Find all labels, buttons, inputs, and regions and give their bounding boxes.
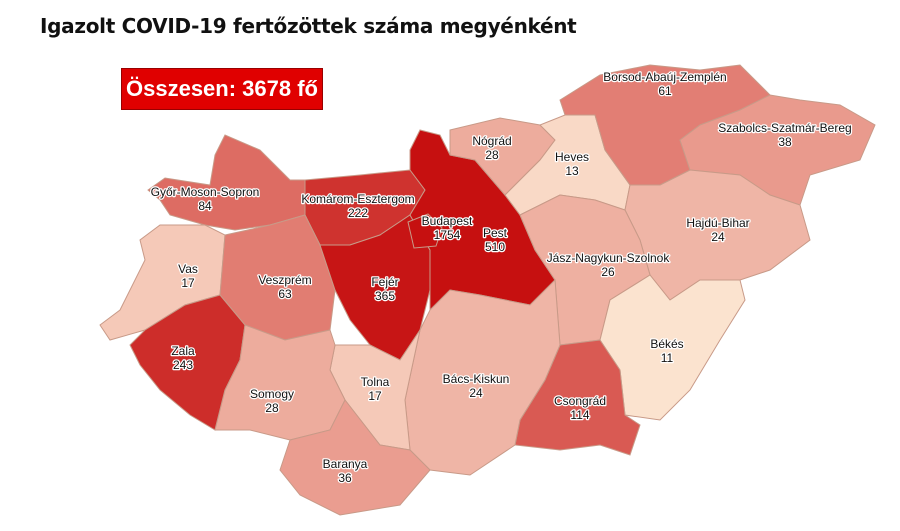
label-szabolcs: Szabolcs-Szatmár-Bereg 38 [718, 121, 851, 149]
label-budapest: Budapest 1754 [422, 214, 473, 242]
label-zala: Zala 243 [171, 344, 195, 372]
county-vas [99, 224, 226, 341]
county-budapest [407, 213, 443, 249]
label-nograd: Nógrád 28 [472, 134, 511, 162]
label-pest: Pest 510 [483, 226, 508, 254]
label-vas: Vas 17 [178, 262, 198, 290]
label-bekes: Békés 11 [650, 337, 683, 365]
county-gyor-moson-sopron [147, 134, 311, 231]
label-hajdu: Hajdú-Bihar 24 [686, 216, 749, 244]
label-fejer: Fejér 365 [371, 275, 398, 303]
label-somogy: Somogy 28 [250, 387, 294, 415]
label-csongrad: Csongrád 114 [554, 394, 606, 422]
label-bacs: Bács-Kiskun 24 [443, 372, 510, 400]
label-borsod: Borsod-Abaúj-Zemplén 61 [603, 70, 726, 98]
total-cases-badge: Összesen: 3678 fő [121, 68, 323, 110]
label-komarom: Komárom-Esztergom 222 [301, 192, 414, 220]
label-baranya: Baranya 36 [323, 457, 368, 485]
county-baranya [279, 399, 431, 516]
label-gyor: Győr-Moson-Sopron 84 [151, 185, 260, 213]
label-veszprem: Veszprém 63 [258, 273, 311, 301]
county-fejer [319, 214, 431, 361]
label-heves: Heves 13 [555, 150, 589, 178]
label-tolna: Tolna 17 [361, 375, 390, 403]
label-jasz: Jász-Nagykun-Szolnok 26 [547, 251, 671, 279]
map-title: Igazolt COVID-19 fertőzöttek száma megyé… [40, 14, 577, 38]
